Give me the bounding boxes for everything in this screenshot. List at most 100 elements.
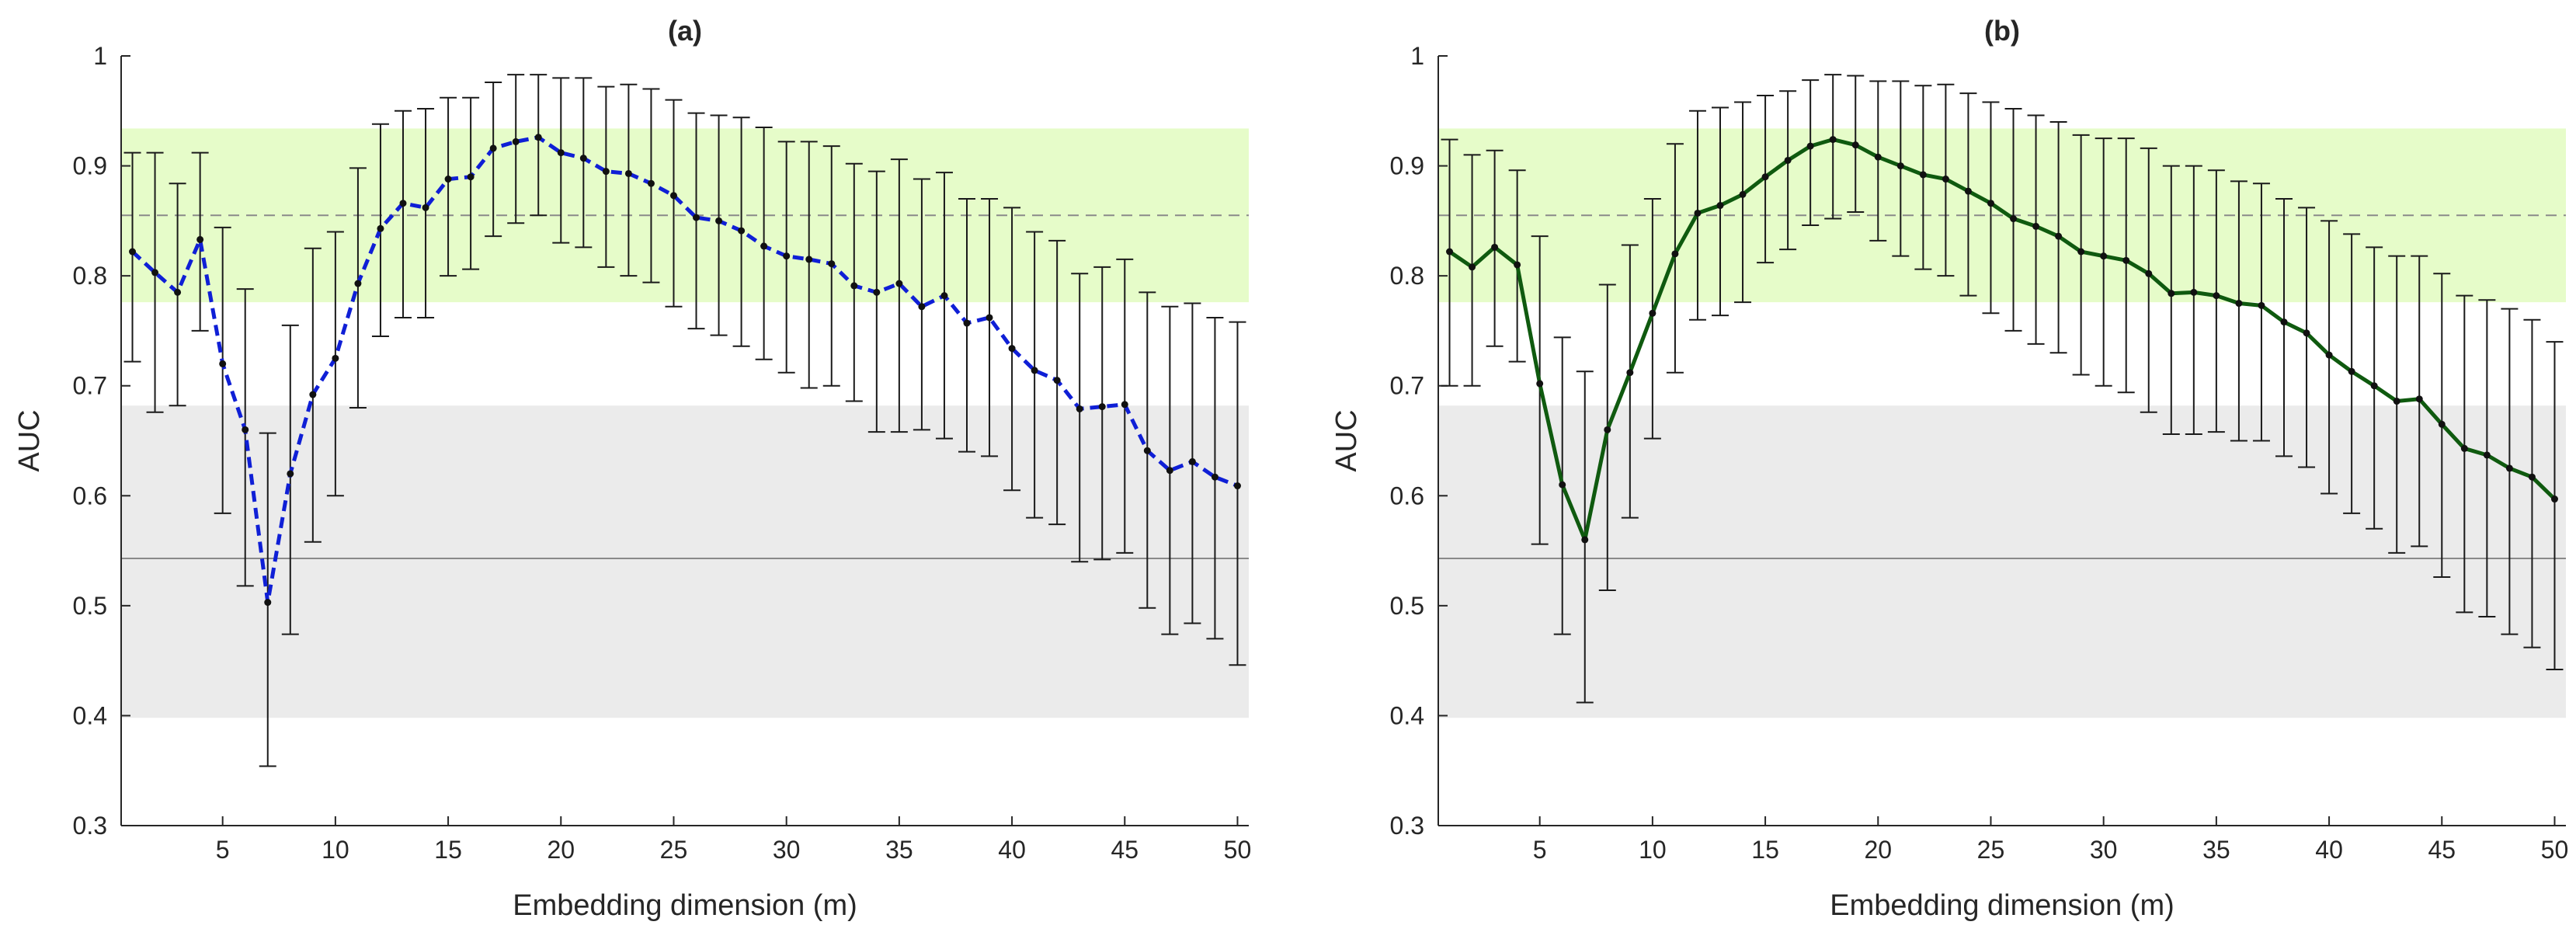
error-bar (2095, 137, 2112, 387)
data-point (1233, 482, 1241, 490)
data-point (693, 214, 700, 221)
data-point (2100, 252, 2108, 260)
data-point (512, 137, 520, 145)
data-point (2303, 329, 2310, 337)
data-point (1987, 200, 1994, 207)
data-point (986, 314, 993, 322)
data-point (850, 282, 858, 290)
error-bar (1026, 231, 1044, 519)
error-bar (2252, 183, 2270, 442)
panel-a: 5 10 15 20 25 30 35 40 45 50 0.3 0.4 0.5 0.6 0.7 0.8 0.9… (13, 15, 1251, 922)
error-bar (395, 110, 412, 318)
error-bar (2117, 137, 2135, 394)
data-point (1008, 345, 1016, 353)
error-bar (281, 324, 299, 635)
y-tick-label: 0.6 (73, 482, 107, 509)
error-bar (417, 107, 435, 318)
data-point (940, 292, 948, 300)
data-point (2010, 215, 2018, 223)
error-bar (1071, 273, 1089, 563)
data-point (1942, 176, 1949, 183)
x-tick-label: 15 (434, 836, 462, 864)
y-tick-label: 0.8 (1390, 262, 1424, 290)
data-point (1536, 380, 1544, 388)
data-point (2393, 398, 2400, 405)
data-point (2055, 232, 2063, 240)
x-tick-label: 20 (547, 836, 575, 864)
data-point (1076, 405, 1083, 412)
y-tick-label: 0.5 (73, 592, 107, 620)
data-point (129, 248, 137, 256)
data-point (1829, 136, 1837, 144)
data-point (760, 242, 768, 250)
data-point (783, 252, 791, 260)
data-point (1919, 171, 1927, 179)
data-point (2280, 318, 2288, 326)
data-point (1649, 309, 1656, 317)
error-bar (236, 288, 254, 587)
error-bar (1621, 244, 1639, 519)
data-point (918, 303, 926, 311)
data-point (467, 173, 475, 181)
data-point (1469, 263, 1476, 271)
error-bar (1093, 266, 1111, 561)
data-point (1874, 153, 1882, 161)
data-point (1143, 447, 1151, 454)
error-bar (620, 83, 638, 277)
data-point (1166, 467, 1173, 475)
data-point (2550, 496, 2558, 503)
data-point (2483, 451, 2491, 459)
data-point (264, 599, 272, 607)
x-tick-label: 5 (216, 836, 230, 864)
y-tick-label: 0.4 (1390, 701, 1424, 729)
data-point (1739, 190, 1747, 198)
y-tick-label: 0.6 (1390, 482, 1424, 509)
error-bar (890, 158, 908, 433)
error-bar (1734, 101, 1752, 304)
y-tick-label: 0.4 (73, 701, 107, 729)
error-bar (1712, 106, 1729, 317)
x-tick-label: 45 (1111, 836, 1139, 864)
error-bar (575, 77, 593, 249)
data-point (534, 134, 542, 141)
error-bar (2207, 169, 2225, 433)
error-bar (1779, 90, 1797, 251)
error-bar (2298, 207, 2316, 468)
error-bar (1824, 74, 1842, 220)
data-point (2505, 464, 2513, 472)
x-tick-label: 35 (2202, 836, 2230, 864)
error-bar (326, 231, 344, 497)
x-tick-label: 25 (660, 836, 688, 864)
x-tick-label: 15 (1751, 836, 1779, 864)
error-bar (2523, 318, 2541, 649)
y-tick-label: 0.9 (1390, 152, 1424, 180)
data-point (399, 200, 407, 207)
data-point (2258, 301, 2265, 309)
data-point (489, 144, 497, 152)
error-bar (1869, 80, 1887, 242)
data-point (624, 169, 632, 177)
data-point (805, 256, 813, 263)
panel-b: 5 10 15 20 25 30 35 40 45 50 0.3 0.4 0.5 0.6 0.7 0.8 0.9… (1330, 15, 2568, 922)
x-axis-label: Embedding dimension (m) (513, 889, 857, 922)
data-point (422, 203, 429, 211)
series-line (130, 135, 1239, 605)
data-point (1581, 536, 1589, 544)
data-point (2325, 351, 2333, 359)
data-point (1446, 248, 1454, 256)
data-point (2077, 248, 2085, 256)
error-bar (507, 74, 525, 224)
data-point (2122, 256, 2130, 264)
x-axis-label: Embedding dimension (m) (1830, 889, 2174, 922)
data-point (1491, 243, 1499, 251)
error-bar (2456, 294, 2473, 614)
data-point (1098, 403, 1106, 411)
y-tick-label: 0.5 (1390, 592, 1424, 620)
data-point (1851, 141, 1859, 149)
error-bar (1802, 79, 1820, 227)
error-bar (530, 74, 548, 217)
data-point (354, 280, 362, 287)
x-tick-label: 30 (2090, 836, 2118, 864)
data-point (602, 168, 610, 176)
data-point (2438, 420, 2446, 428)
